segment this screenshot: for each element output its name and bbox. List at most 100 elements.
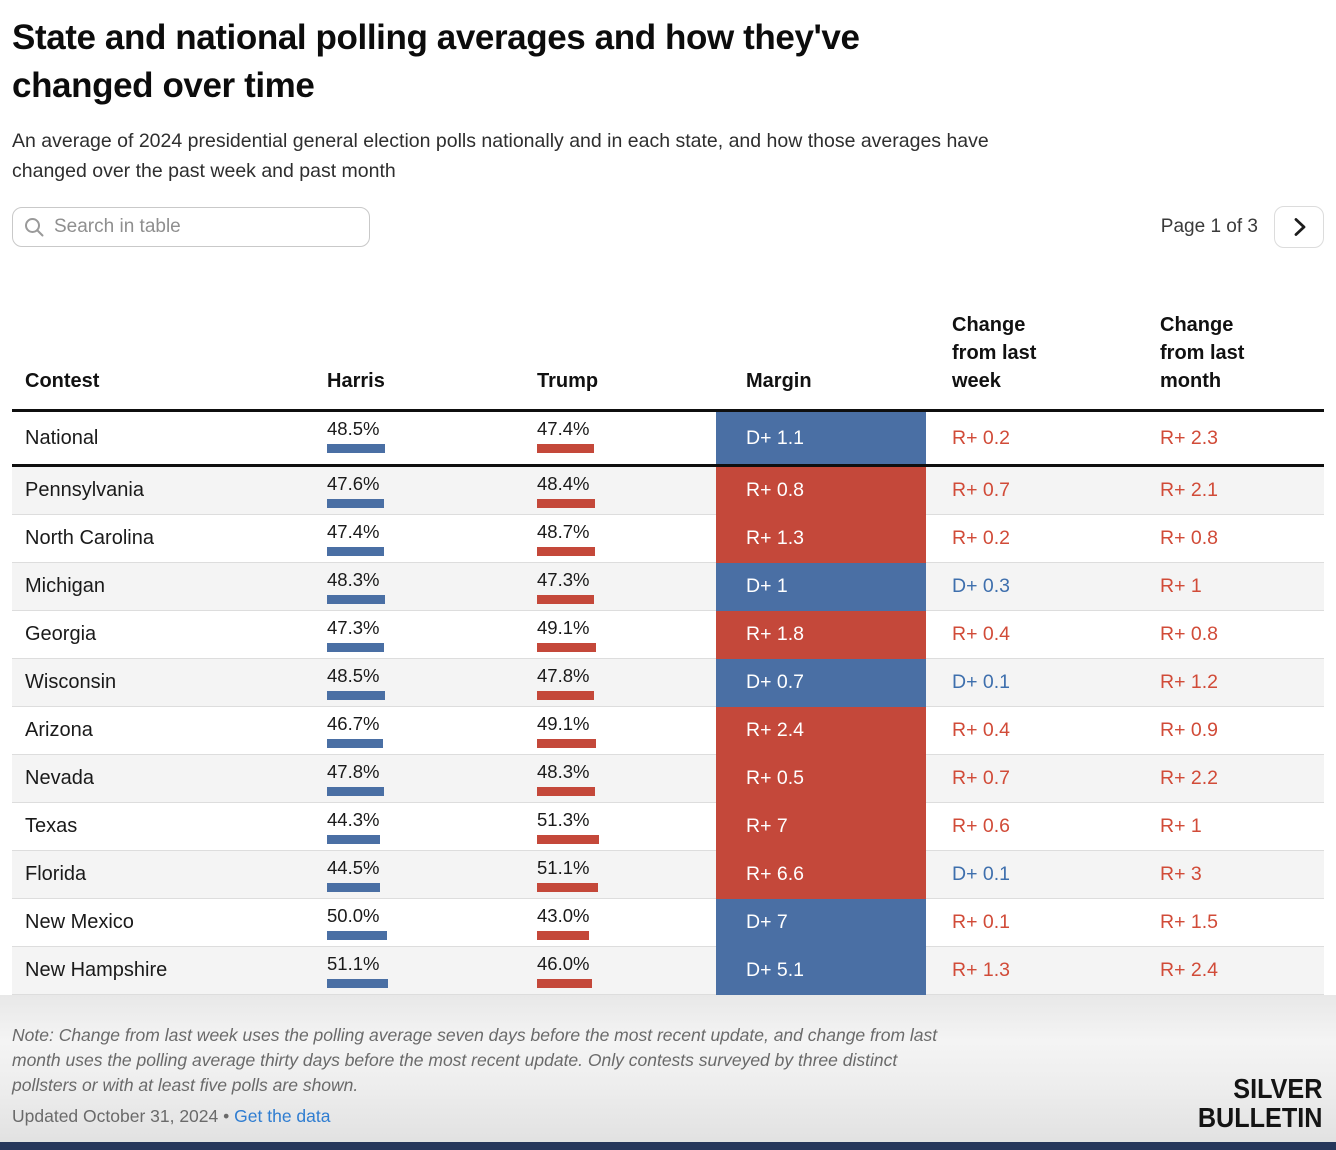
bottom-edge-bar <box>0 1142 1336 1150</box>
trump-bar <box>537 739 596 748</box>
change-month-cell: R+ 1.2 <box>1160 671 1218 693</box>
trump-pct: 46.0% <box>537 953 590 974</box>
harris-pct: 48.3% <box>327 569 380 590</box>
updated-date: Updated October 31, 2024 <box>12 1106 219 1126</box>
next-page-button[interactable] <box>1274 206 1324 248</box>
harris-pct: 46.7% <box>327 713 380 734</box>
margin-fill <box>716 515 926 563</box>
table-row: National 48.5% 47.4% D+ 1.1 R+ 0.2 R+ 2.… <box>12 412 1324 467</box>
trump-pct: 51.3% <box>537 809 590 830</box>
get-the-data-link[interactable]: Get the data <box>234 1106 331 1126</box>
harris-bar <box>327 643 384 652</box>
margin-value: D+ 5.1 <box>746 959 804 981</box>
trump-cell: 46.0% <box>537 947 716 994</box>
search-input[interactable] <box>54 216 359 238</box>
change-month-cell: R+ 2.3 <box>1160 426 1218 449</box>
harris-bar <box>327 835 381 844</box>
trump-cell: 47.4% <box>537 412 716 464</box>
change-week-cell: D+ 0.1 <box>952 671 1010 693</box>
change-month-cell: R+ 0.8 <box>1160 623 1218 645</box>
table-row: Pennsylvania 47.6% 48.4% R+ 0.8 R+ 0.7 R… <box>12 467 1324 515</box>
harris-cell: 47.4% <box>327 515 537 562</box>
margin-value: R+ 0.8 <box>746 479 804 501</box>
change-week-cell: D+ 0.1 <box>952 863 1010 885</box>
margin-fill <box>716 947 926 995</box>
harris-cell: 48.5% <box>327 659 537 706</box>
margin-cell: D+ 7 <box>716 899 926 947</box>
trump-bar <box>537 643 596 652</box>
trump-cell: 49.1% <box>537 707 716 754</box>
pagination: Page 1 of 3 <box>1161 206 1324 248</box>
harris-pct: 47.8% <box>327 761 380 782</box>
trump-cell: 51.3% <box>537 803 716 850</box>
contest-cell: Florida <box>25 863 87 885</box>
trump-cell: 48.4% <box>537 467 716 514</box>
change-week-cell: R+ 0.2 <box>952 426 1010 449</box>
margin-value: R+ 2.4 <box>746 719 804 741</box>
column-header-contest: Contest <box>25 370 100 392</box>
margin-value: R+ 1.8 <box>746 623 804 645</box>
footer: Note: Change from last week uses the pol… <box>0 995 1336 1150</box>
margin-fill <box>716 563 926 611</box>
harris-cell: 44.5% <box>327 851 537 898</box>
margin-fill <box>716 851 926 899</box>
column-header-trump: Trump <box>537 370 599 392</box>
contest-cell: National <box>25 426 99 449</box>
harris-pct: 48.5% <box>327 665 380 686</box>
search-box[interactable] <box>12 207 370 247</box>
trump-bar <box>537 547 596 556</box>
trump-bar <box>537 444 594 453</box>
harris-cell: 50.0% <box>327 899 537 946</box>
margin-value: R+ 0.5 <box>746 767 804 789</box>
change-week-cell: D+ 0.3 <box>952 575 1010 597</box>
change-month-cell: R+ 2.4 <box>1160 959 1218 981</box>
table-body: National 48.5% 47.4% D+ 1.1 R+ 0.2 R+ 2.… <box>12 412 1324 995</box>
change-week-cell: R+ 0.7 <box>952 479 1010 501</box>
harris-bar <box>327 547 384 556</box>
margin-fill <box>716 707 926 755</box>
margin-cell: R+ 7 <box>716 803 926 851</box>
column-header-margin: Margin <box>746 370 812 392</box>
trump-bar <box>537 835 599 844</box>
trump-cell: 47.3% <box>537 563 716 610</box>
margin-cell: D+ 5.1 <box>716 947 926 995</box>
change-month-cell: R+ 1 <box>1160 815 1202 837</box>
contest-cell: Texas <box>25 815 78 837</box>
harris-pct: 47.4% <box>327 521 380 542</box>
contest-cell: New Mexico <box>25 911 134 933</box>
silver-bulletin-logo: SILVER BULLETIN <box>1197 1073 1322 1133</box>
table-row: Nevada 47.8% 48.3% R+ 0.5 R+ 0.7 R+ 2.2 <box>12 755 1324 803</box>
trump-bar <box>537 595 594 604</box>
margin-value: D+ 1.1 <box>746 427 804 449</box>
harris-cell: 47.8% <box>327 755 537 802</box>
trump-bar <box>537 787 595 796</box>
search-icon <box>25 218 44 237</box>
harris-cell: 48.3% <box>327 563 537 610</box>
trump-pct: 47.4% <box>537 418 590 439</box>
harris-bar <box>327 979 389 988</box>
margin-cell: D+ 0.7 <box>716 659 926 707</box>
chevron-right-icon <box>1294 218 1306 236</box>
table-row: North Carolina 47.4% 48.7% R+ 1.3 R+ 0.2… <box>12 515 1324 563</box>
page-indicator: Page 1 of 3 <box>1160 216 1258 237</box>
margin-value: R+ 1.3 <box>746 527 804 549</box>
margin-value: D+ 0.7 <box>746 671 804 693</box>
table-header-row: Contest Harris Trump Margin Change from … <box>12 248 1324 412</box>
table-row: Michigan 48.3% 47.3% D+ 1 D+ 0.3 R+ 1 <box>12 563 1324 611</box>
table-note: Note: Change from last week uses the pol… <box>12 1025 938 1095</box>
contest-cell: Georgia <box>25 623 97 645</box>
trump-cell: 48.3% <box>537 755 716 802</box>
margin-cell: R+ 0.8 <box>716 467 926 515</box>
harris-bar <box>327 931 387 940</box>
harris-cell: 47.3% <box>327 611 537 658</box>
change-month-cell: R+ 0.8 <box>1160 527 1218 549</box>
contest-cell: New Hampshire <box>25 959 168 981</box>
change-week-cell: R+ 0.6 <box>952 815 1010 837</box>
column-header-harris: Harris <box>327 370 385 392</box>
page-title: State and national polling averages and … <box>12 14 1324 110</box>
contest-cell: Pennsylvania <box>25 479 144 501</box>
harris-pct: 44.3% <box>327 809 380 830</box>
table-row: Arizona 46.7% 49.1% R+ 2.4 R+ 0.4 R+ 0.9 <box>12 707 1324 755</box>
change-week-cell: R+ 0.7 <box>952 767 1010 789</box>
change-week-cell: R+ 0.2 <box>952 527 1010 549</box>
